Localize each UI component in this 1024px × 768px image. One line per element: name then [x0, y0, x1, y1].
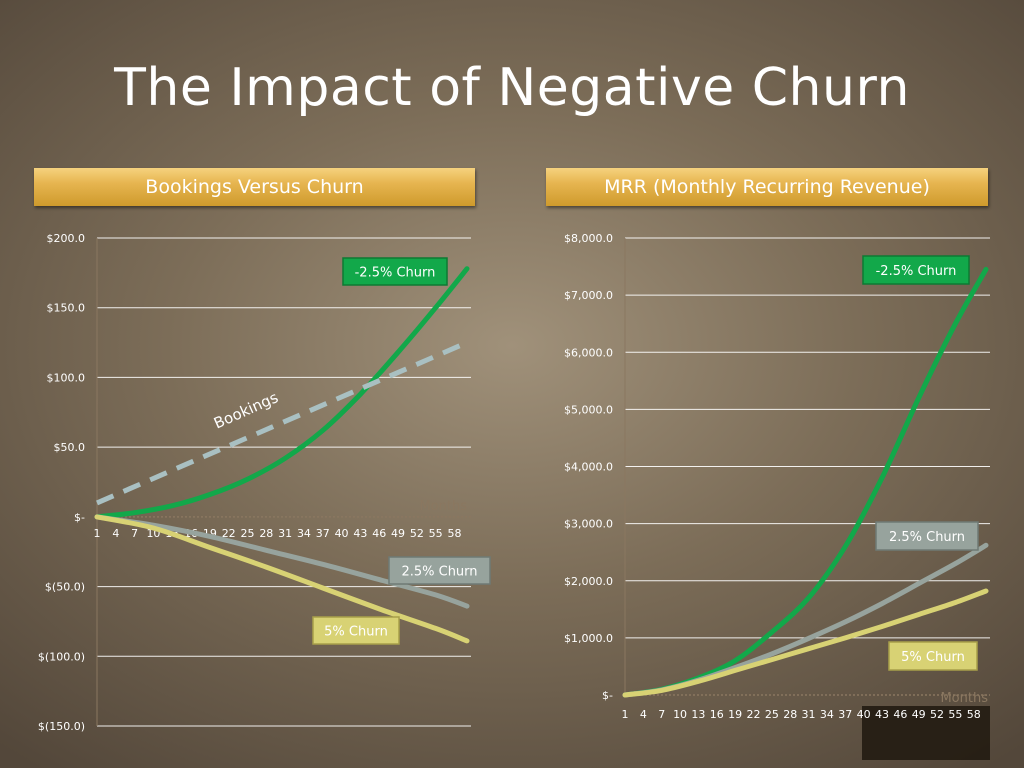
mrr-y-tick-label: $2,000.0 [564, 575, 613, 588]
mrr-x-label-backdrop [862, 706, 990, 760]
mrr-x-tick-label: 49 [912, 708, 926, 721]
mrr-chart-banner: MRR (Monthly Recurring Revenue) [546, 168, 988, 206]
bookings-x-tick-label: 7 [131, 527, 138, 540]
mrr-x-tick-label: 37 [838, 708, 852, 721]
mrr-x-tick-label: 19 [728, 708, 742, 721]
bookings-y-tick-label: $- [74, 511, 85, 524]
bookings-y-tick-label: $100.0 [47, 371, 86, 384]
mrr-x-tick-label: 22 [746, 708, 760, 721]
page-title: The Impact of Negative Churn [114, 58, 910, 118]
mrr-churn5-callout-box [888, 641, 978, 671]
bookings-x-tick-label: 1 [94, 527, 101, 540]
bookings-series-line [94, 266, 470, 520]
mrr-neg-churn-callout-box [862, 255, 970, 285]
mrr-y-tick-label: $1,000.0 [564, 632, 613, 645]
bookings-churn25-callout-box [388, 556, 491, 585]
bookings-x-tick-label: 52 [410, 527, 424, 540]
bookings-x-tick-label: 49 [391, 527, 405, 540]
bookings-neg-churn-callout-box [342, 257, 448, 286]
bookings-x-tick-label: 43 [353, 527, 367, 540]
bookings-series-line [94, 514, 470, 609]
mrr-x-tick-label: 13 [691, 708, 705, 721]
bookings-x-tick-label: 46 [372, 527, 386, 540]
mrr-x-tick-label: 34 [820, 708, 834, 721]
bookings-x-tick-label: 22 [222, 527, 236, 540]
bookings-x-tick-label: 31 [278, 527, 292, 540]
bookings-churn5-callout-box [312, 616, 400, 645]
bookings-x-tick-label: 37 [316, 527, 330, 540]
mrr-x-tick-label: 7 [658, 708, 665, 721]
bookings-churn25-callout-label: 2.5% Churn [401, 565, 477, 580]
mrr-months-label: Months [940, 691, 988, 706]
bookings-x-tick-label: 34 [297, 527, 311, 540]
mrr-series-line [622, 542, 989, 698]
bookings-neg-churn-callout-label: -2.5% Churn [355, 266, 436, 281]
bookings-x-tick-label: 40 [335, 527, 349, 540]
mrr-x-tick-label: 25 [765, 708, 779, 721]
mrr-x-tick-label: 10 [673, 708, 687, 721]
mrr-y-tick-label: $3,000.0 [564, 518, 613, 531]
bookings-y-tick-label: $(50.0) [45, 581, 85, 594]
mrr-x-tick-label: 1 [622, 708, 629, 721]
bookings-months-label: Months [419, 499, 467, 514]
bookings-y-tick-label: $200.0 [47, 232, 86, 245]
mrr-y-tick-label: $4,000.0 [564, 461, 613, 474]
bookings-chart-banner: Bookings Versus Churn [34, 168, 475, 206]
mrr-x-tick-label: 43 [875, 708, 889, 721]
mrr-churn5-callout-label: 5% Churn [901, 650, 965, 665]
mrr-y-tick-label: $7,000.0 [564, 289, 613, 302]
mrr-x-tick-label: 31 [802, 708, 816, 721]
mrr-churn25-callout-box [875, 521, 979, 551]
bookings-y-tick-label: $(100.0) [38, 650, 85, 663]
mrr-x-tick-label: 4 [640, 708, 647, 721]
mrr-x-tick-label: 28 [783, 708, 797, 721]
bookings-y-tick-label: $(150.0) [38, 720, 85, 733]
mrr-x-tick-label: 55 [948, 708, 962, 721]
mrr-churn25-callout-label: 2.5% Churn [889, 530, 965, 545]
mrr-series-line [622, 266, 989, 698]
bookings-series-line [96, 340, 468, 506]
mrr-neg-churn-callout-label: -2.5% Churn [876, 264, 957, 279]
mrr-x-tick-label: 16 [710, 708, 724, 721]
bookings-x-tick-label: 55 [429, 527, 443, 540]
mrr-x-tick-label: 58 [967, 708, 981, 721]
bookings-x-tick-label: 25 [241, 527, 255, 540]
bookings-x-tick-label: 58 [447, 527, 461, 540]
bookings-y-tick-label: $50.0 [54, 441, 86, 454]
mrr-x-tick-label: 46 [893, 708, 907, 721]
mrr-x-tick-label: 40 [857, 708, 871, 721]
bookings-y-tick-label: $150.0 [47, 302, 86, 315]
mrr-y-tick-label: $- [602, 689, 613, 702]
mrr-series-line [622, 588, 989, 698]
mrr-y-tick-label: $5,000.0 [564, 403, 613, 416]
bookings-x-tick-label: 28 [259, 527, 273, 540]
mrr-y-tick-label: $6,000.0 [564, 346, 613, 359]
bookings-churn5-callout-label: 5% Churn [324, 625, 388, 640]
bookings-series-line [94, 514, 470, 644]
mrr-y-tick-label: $8,000.0 [564, 232, 613, 245]
bookings-x-tick-label: 4 [112, 527, 119, 540]
mrr-x-tick-label: 52 [930, 708, 944, 721]
